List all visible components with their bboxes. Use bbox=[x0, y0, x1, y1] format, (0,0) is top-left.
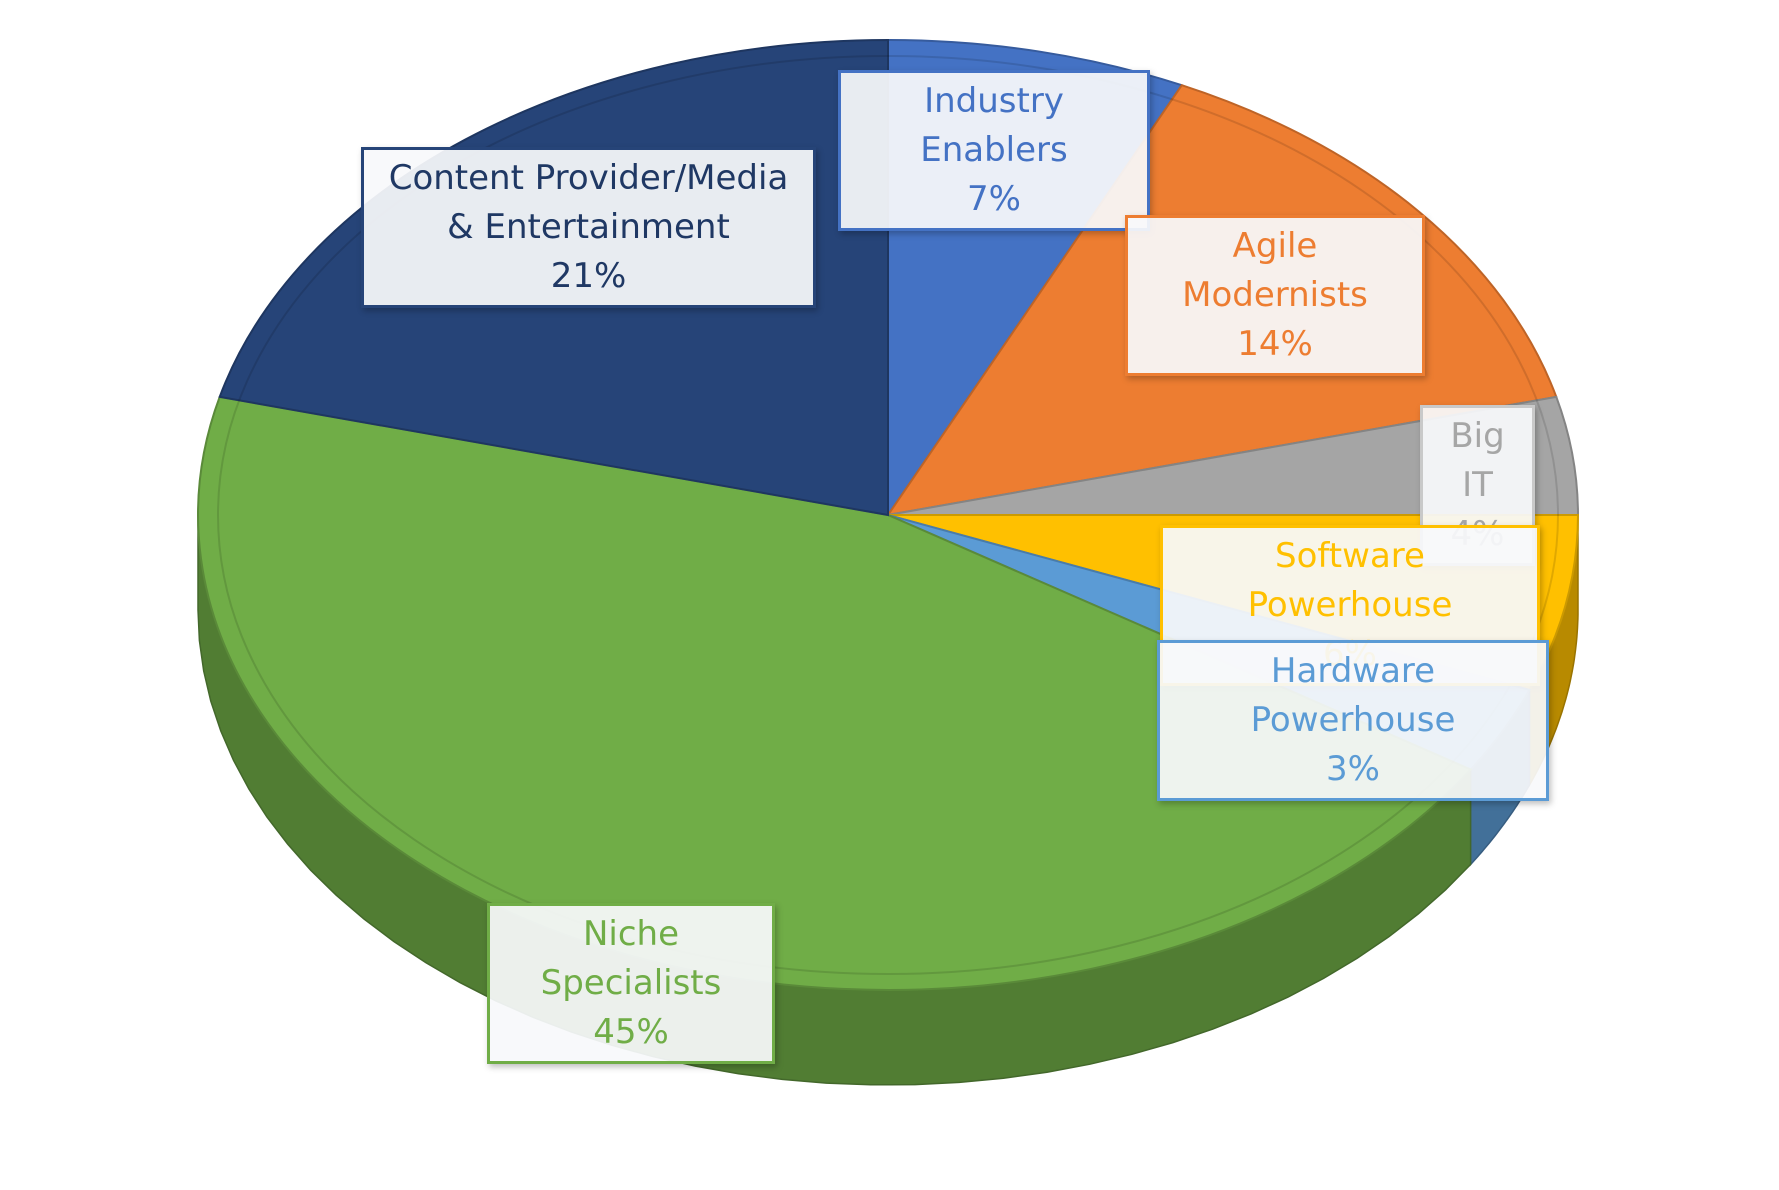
data-label-name: Content Provider/Media & Entertainment bbox=[388, 158, 789, 247]
data-label-name: Hardware Powerhouse bbox=[1250, 651, 1456, 740]
data-label-niche-specialists: Niche Specialists 45% bbox=[487, 903, 775, 1064]
pie-bevel-ring bbox=[217, 55, 1559, 975]
data-label-percent: 7% bbox=[967, 179, 1021, 219]
data-label-name: Niche Specialists bbox=[540, 914, 722, 1003]
data-label-name: Industry Enablers bbox=[920, 81, 1068, 170]
data-label-name: Big IT bbox=[1450, 416, 1505, 505]
data-label-percent: 3% bbox=[1326, 749, 1380, 789]
data-label-percent: 45% bbox=[593, 1012, 669, 1052]
data-label-name: Software Powerhouse bbox=[1247, 536, 1453, 625]
data-label-percent: 21% bbox=[550, 256, 627, 296]
data-label-hardware-powerhouse: Hardware Powerhouse 3% bbox=[1157, 640, 1549, 801]
data-label-industry-enablers: Industry Enablers 7% bbox=[838, 70, 1150, 231]
data-label-name: Agile Modernists bbox=[1182, 226, 1368, 315]
data-label-agile-modernists: Agile Modernists 14% bbox=[1125, 215, 1425, 376]
data-label-percent: 14% bbox=[1237, 324, 1313, 364]
data-label-content-provider-media-entertainment: Content Provider/Media & Entertainment 21… bbox=[361, 147, 816, 308]
